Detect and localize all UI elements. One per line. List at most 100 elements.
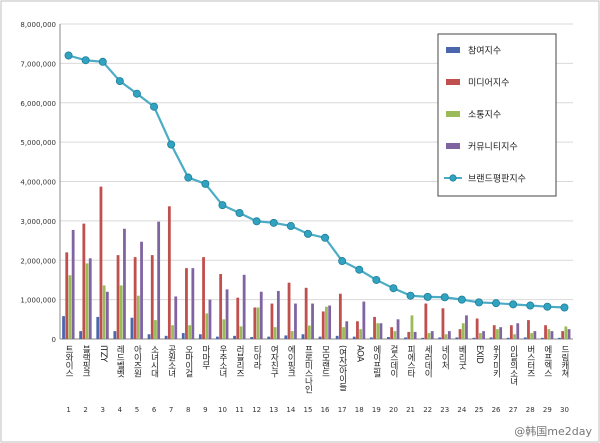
x-rank-label: 19 [372,406,381,414]
legend-label: 미디어지수 [468,78,509,89]
bar [96,316,100,339]
bar [136,295,140,339]
brand-point [338,257,347,266]
x-category-label: 마마무 [200,345,210,370]
bar [564,326,568,339]
bar [523,337,527,339]
x-category-label: 소녀시대 [149,345,159,378]
x-rank-label: 2 [83,406,87,414]
bar [318,336,322,339]
brand-point [406,291,415,300]
bar [356,321,359,339]
bar [540,337,544,339]
x-category-label: 피에스타 [406,345,416,378]
bar [242,274,246,339]
bar [79,331,83,340]
bar [174,296,178,339]
bar [82,223,86,339]
x-rank-label: 21 [406,406,415,414]
brand-point [286,221,295,230]
x-rank-label: 6 [152,406,157,414]
bar [119,285,123,339]
x-category-label: 공원소녀 [166,345,176,378]
bar [455,337,459,339]
x-rank-label: 24 [457,406,466,414]
bar [465,315,468,340]
legend-label: 소통지수 [468,110,501,121]
bar [259,291,263,339]
x-category-label: 트와이스 [64,345,74,377]
brand-point [303,229,312,238]
bar [379,323,383,339]
y-tick-label: 3,000,000 [20,218,56,226]
bar [550,331,554,340]
x-rank-label: 5 [135,406,139,414]
y-tick-label: 5,000,000 [20,139,56,147]
bar [150,255,154,339]
x-rank-label: 13 [269,406,278,414]
y-tick-label: 8,000,000 [20,21,56,29]
bar [482,331,485,340]
bar [216,336,219,339]
y-tick-label: 1,000,000 [20,297,56,305]
bar [62,316,65,339]
bar [390,327,394,339]
bar [369,337,373,339]
x-category-label: (여자)아이들 [337,345,347,391]
bar [430,331,434,340]
y-tick-label: 7,000,000 [20,60,56,68]
y-tick-label: 2,000,000 [20,257,56,265]
bar [424,303,428,339]
legend-swatch [446,47,460,53]
bar [154,320,157,339]
bar [499,327,503,339]
brand-point [457,295,466,304]
x-rank-label: 18 [355,406,364,414]
bar [130,317,134,339]
x-category-label: 블랙핑크 [81,344,91,377]
bar [352,336,356,339]
bar [239,326,243,339]
bar [307,325,311,339]
x-rank-label: 17 [338,406,347,414]
bar [558,337,561,339]
bar [164,335,168,339]
bar [496,329,499,339]
bar [561,331,565,340]
bar [325,306,328,339]
x-rank-label: 12 [252,406,261,414]
bar [338,293,342,339]
x-category-label: 프로미스나인 [303,345,313,393]
bar [171,325,174,339]
x-category-label: 아이즈원 [132,344,142,377]
brand-point [372,275,381,284]
bar [250,337,254,339]
legend-label: 참여지수 [468,45,501,57]
x-category-label: 위키미키 [491,345,501,378]
y-tick-label: 6,000,000 [20,100,56,108]
x-category-label: 에이핑크 [286,345,296,377]
bar [287,282,291,339]
x-category-label: 러블리즈 [235,345,245,377]
brand-point [423,292,432,301]
bar [407,331,411,339]
bars [62,186,571,340]
brand-point [115,77,124,86]
x-category-label: 오마이걸 [183,345,193,377]
brand-point [474,298,483,307]
bar [273,327,277,339]
x-rank-label: 15 [303,406,312,414]
bar [133,257,137,339]
bar [185,268,188,340]
bar [294,303,297,339]
x-rank-label: 3 [101,406,105,414]
legend-marker [449,174,457,182]
bar [472,337,476,339]
x-category-label: 드림캐쳐 [559,345,569,378]
bar [191,268,195,340]
bar [427,333,431,339]
brand-point [269,218,278,227]
x-rank-label: 29 [543,406,552,414]
x-category-label: AOA [354,345,364,362]
brand-point [252,217,261,226]
